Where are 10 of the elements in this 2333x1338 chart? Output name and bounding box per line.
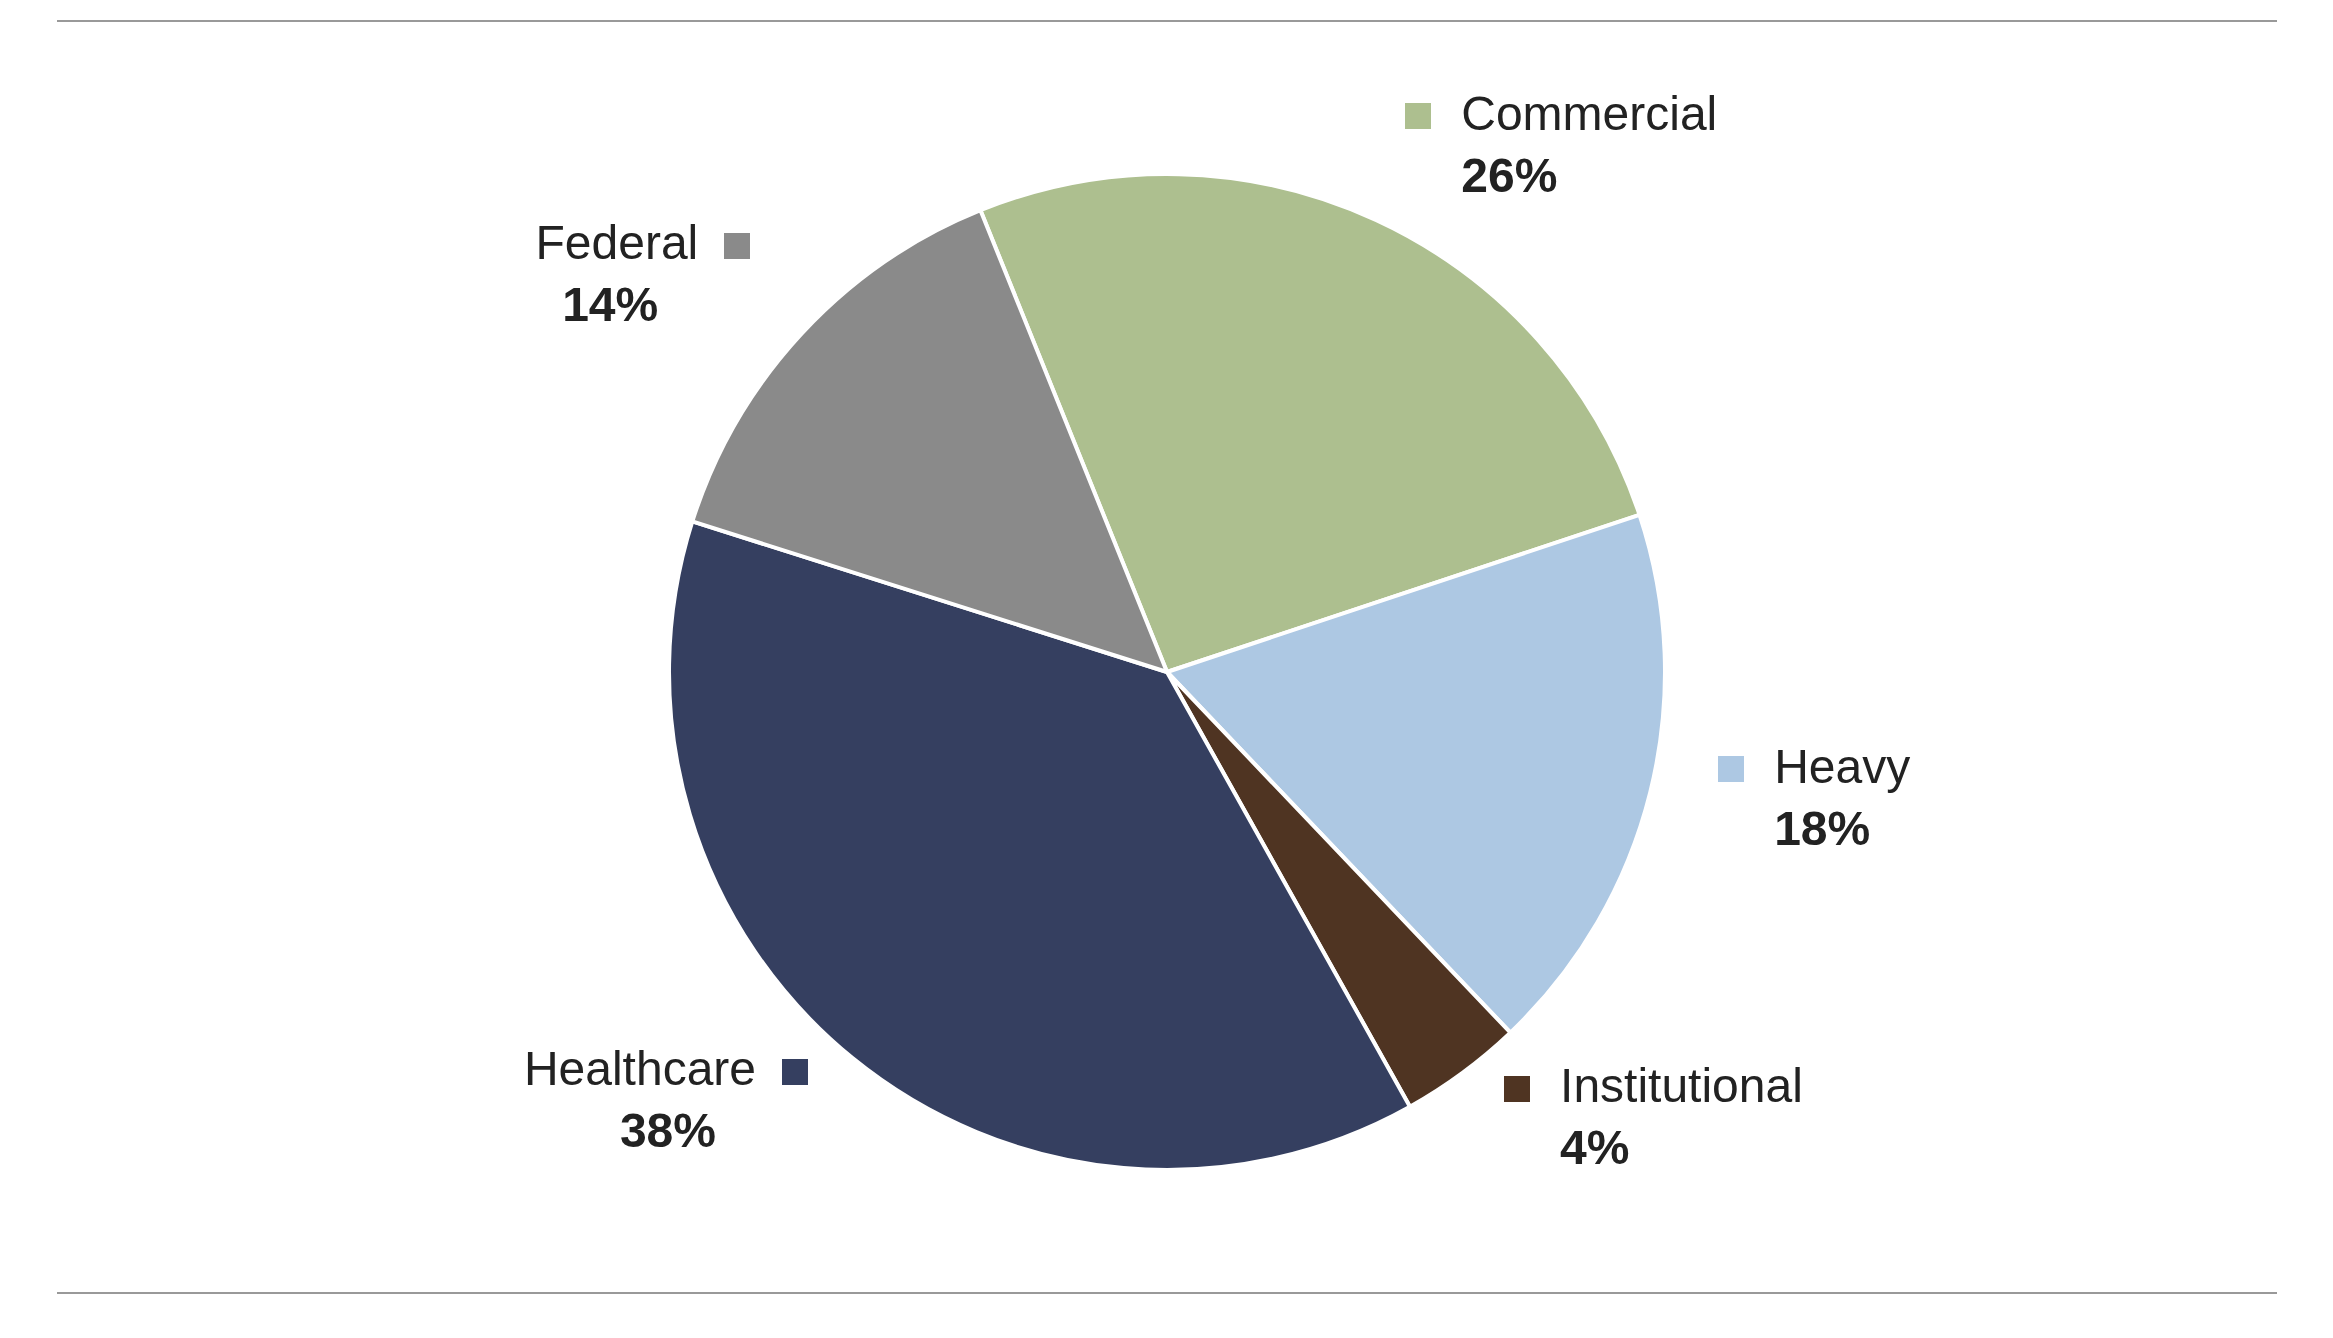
data-label: 18% bbox=[1773, 801, 1870, 855]
legend-label: Commercial bbox=[1460, 86, 1717, 140]
legend-label: Institutional bbox=[1559, 1059, 1803, 1113]
data-label: 38% bbox=[619, 1104, 716, 1158]
data-label: 26% bbox=[1460, 148, 1557, 202]
slice-label: Federal bbox=[534, 216, 698, 270]
slice-label: Healthcare bbox=[523, 1042, 756, 1096]
data-label: 14% bbox=[561, 278, 658, 332]
data-label: 4% bbox=[1559, 1121, 1629, 1175]
legend-label: Heavy bbox=[1773, 739, 1910, 793]
